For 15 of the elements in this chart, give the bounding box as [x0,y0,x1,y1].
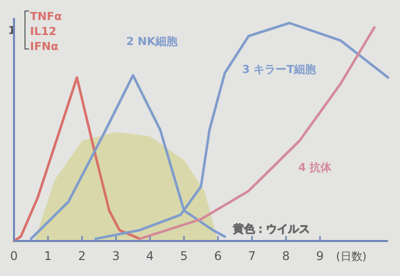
x-tick-label: 9 [316,249,324,263]
x-axis-title: (日数) [336,250,367,263]
series-label: 4 抗体 [298,161,333,174]
x-tick-label: 1 [44,249,52,263]
x-tick-label: 3 [112,249,120,263]
series-label: 3 キラーT細胞 [242,63,318,76]
series-label: 黄色：ウイルス [232,222,310,236]
text: 2 NK細胞 [126,34,178,48]
x-tick-label: 8 [282,249,290,263]
x-tick-label: 4 [146,249,154,263]
x-tick-label: 5 [180,249,188,263]
x-tick-label: 7 [248,249,256,263]
x-tick-label: 2 [78,249,86,263]
x-tick-label: 0 [10,249,18,263]
x-tick-label: 6 [214,249,222,263]
